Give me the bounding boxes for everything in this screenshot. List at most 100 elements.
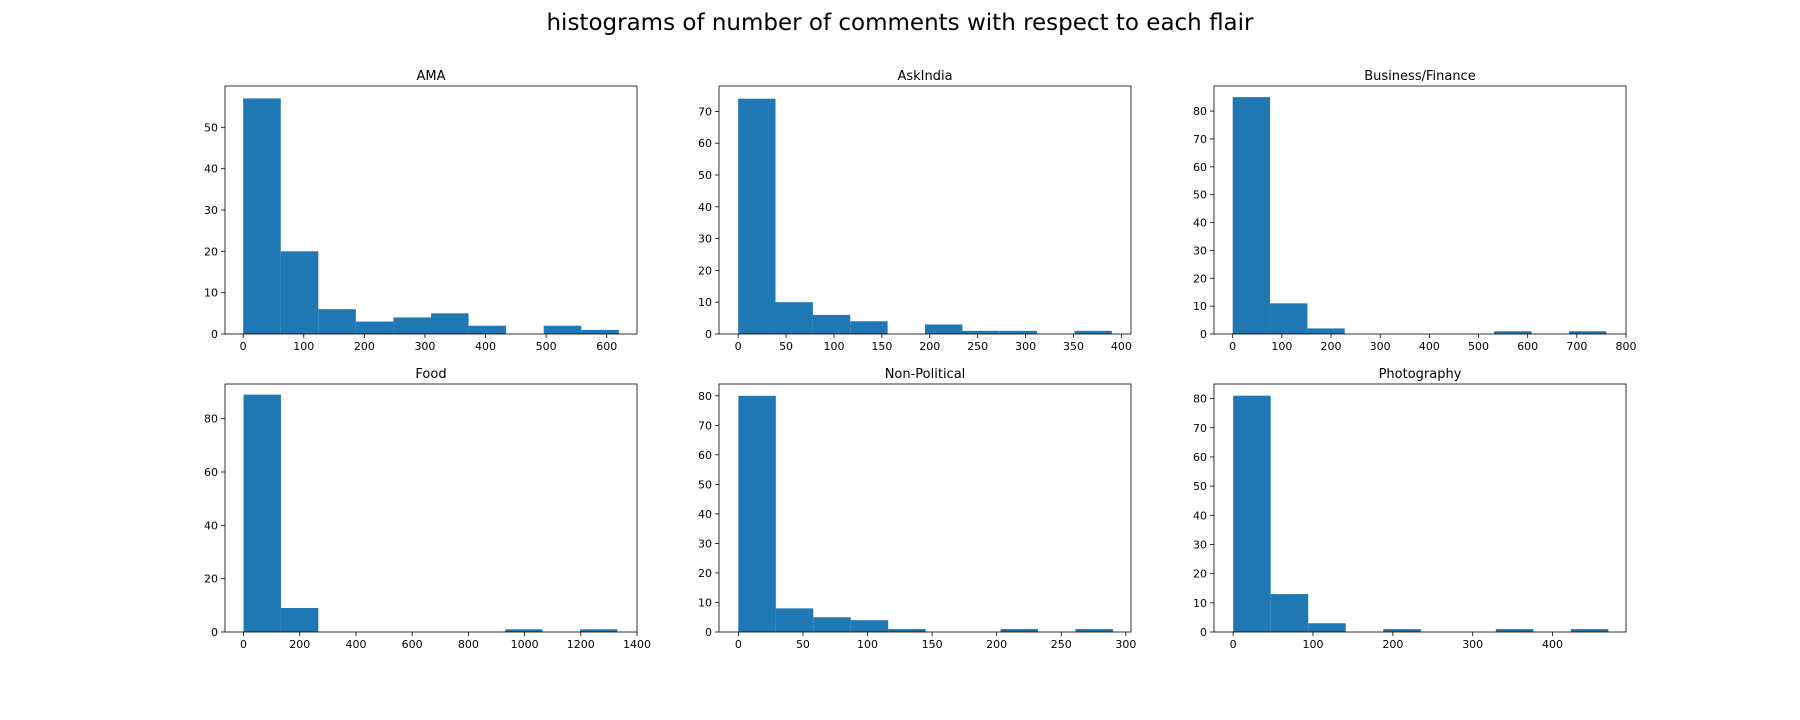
x-tick-label: 0: [735, 340, 742, 353]
x-tick-label: 150: [871, 340, 892, 353]
figure-title: histograms of number of comments with re…: [546, 10, 1254, 36]
y-tick-label: 20: [1193, 272, 1207, 285]
y-tick-label: 70: [1193, 422, 1207, 435]
y-tick-label: 60: [1193, 161, 1207, 174]
x-tick-label: 400: [345, 638, 366, 651]
y-tick-label: 60: [1193, 451, 1207, 464]
y-tick-label: 0: [705, 626, 712, 639]
histogram-bar: [1000, 629, 1039, 632]
y-tick-label: 50: [204, 121, 218, 134]
x-tick-label: 50: [779, 340, 793, 353]
y-tick-label: 10: [698, 296, 712, 309]
y-tick-label: 60: [698, 137, 712, 150]
histogram-bar: [888, 629, 926, 632]
histogram-panel-food: Food 0 200 400 600 800 1000 1200 1400 0 20 40 60 80: [204, 367, 651, 651]
histogram-bar: [1270, 303, 1308, 334]
y-tick-label: 20: [698, 567, 712, 580]
x-tick-label: 50: [796, 638, 810, 651]
x-tick-label: 250: [1051, 638, 1072, 651]
x-tick-label: 500: [1468, 340, 1489, 353]
x-tick-label: 300: [1115, 638, 1136, 651]
y-tick-label: 30: [204, 204, 218, 217]
y-tick-label: 30: [698, 537, 712, 550]
y-tick-label: 20: [204, 245, 218, 258]
histogram-bar: [962, 330, 1000, 334]
y-tick-label: 30: [1193, 244, 1207, 257]
histogram-bar: [1307, 328, 1345, 334]
histogram-bar: [505, 629, 543, 632]
x-tick-label: 300: [1370, 340, 1391, 353]
histogram-bar: [775, 302, 813, 334]
x-tick-label: 100: [1303, 638, 1324, 651]
y-tick-label: 10: [1193, 597, 1207, 610]
y-tick-label: 70: [698, 105, 712, 118]
y-tick-label: 60: [698, 449, 712, 462]
histogram-bar: [468, 325, 507, 334]
y-tick-label: 80: [1193, 105, 1207, 118]
histogram-bar: [280, 608, 319, 632]
y-tick-label: 40: [204, 519, 218, 532]
axes-frame: [718, 383, 1132, 633]
histogram-bar: [579, 629, 618, 632]
panel-title: AskIndia: [897, 69, 952, 84]
x-tick-label: 600: [596, 340, 617, 353]
y-tick-label: 80: [698, 390, 712, 403]
y-tick-label: 0: [1200, 328, 1207, 341]
x-tick-label: 100: [823, 340, 844, 353]
x-tick-label: 200: [919, 340, 940, 353]
histogram-panel-askindia: AskIndia 0 50 100 150 200 250 300 350 400 0 10 20 30 4…: [698, 69, 1132, 353]
y-tick-label: 20: [698, 264, 712, 277]
histogram-bar: [812, 314, 851, 334]
x-tick-label: 0: [1229, 340, 1236, 353]
y-tick-label: 50: [1193, 189, 1207, 202]
x-tick-label: 100: [1271, 340, 1292, 353]
x-tick-label: 300: [414, 340, 435, 353]
histogram-bar: [813, 617, 851, 632]
histogram-bar: [738, 395, 776, 632]
y-tick-label: 50: [698, 478, 712, 491]
y-tick-label: 20: [1193, 568, 1207, 581]
histogram-bar: [999, 330, 1038, 334]
x-tick-label: 400: [1111, 340, 1132, 353]
histogram-bar: [393, 317, 431, 334]
x-tick-label: 350: [1063, 340, 1084, 353]
x-tick-label: 0: [240, 340, 247, 353]
y-tick-label: 50: [698, 169, 712, 182]
y-tick-label: 40: [1193, 509, 1207, 522]
x-tick-label: 200: [289, 638, 310, 651]
x-tick-label: 200: [1321, 340, 1342, 353]
x-tick-label: 1200: [567, 638, 595, 651]
histogram-bar: [581, 329, 619, 334]
y-tick-label: 80: [204, 413, 218, 426]
x-tick-label: 0: [735, 638, 742, 651]
histogram-bar: [1074, 330, 1112, 334]
histogram-bar: [850, 620, 889, 632]
histogram-panel-ama: AMA 0 100 200 300 400 500 600 0 10 20 30 40 50: [204, 69, 638, 353]
y-tick-label: 0: [211, 626, 218, 639]
x-tick-label: 100: [857, 638, 878, 651]
y-tick-label: 40: [698, 508, 712, 521]
histogram-bar: [1308, 623, 1346, 632]
histogram-panel-non-political: Non-Political 0 50 100 150 200 250 300 0 10 20 30 40…: [698, 367, 1136, 651]
panel-title: Non-Political: [885, 367, 966, 382]
y-tick-label: 30: [1193, 538, 1207, 551]
histogram-bar: [850, 321, 888, 334]
histogram-bar: [1233, 395, 1271, 632]
histogram-bar: [1495, 629, 1534, 632]
x-tick-label: 600: [402, 638, 423, 651]
histogram-bar: [243, 98, 281, 335]
histogram-bar: [355, 321, 394, 334]
x-tick-label: 400: [475, 340, 496, 353]
y-tick-label: 40: [1193, 217, 1207, 230]
panel-title: Food: [415, 367, 446, 382]
y-tick-label: 0: [1200, 626, 1207, 639]
x-tick-label: 400: [1542, 638, 1563, 651]
x-tick-label: 300: [1015, 340, 1036, 353]
panel-title: Photography: [1379, 367, 1462, 382]
x-tick-label: 500: [536, 340, 557, 353]
x-tick-label: 250: [967, 340, 988, 353]
y-tick-label: 10: [698, 596, 712, 609]
axes-frame: [1213, 383, 1627, 633]
